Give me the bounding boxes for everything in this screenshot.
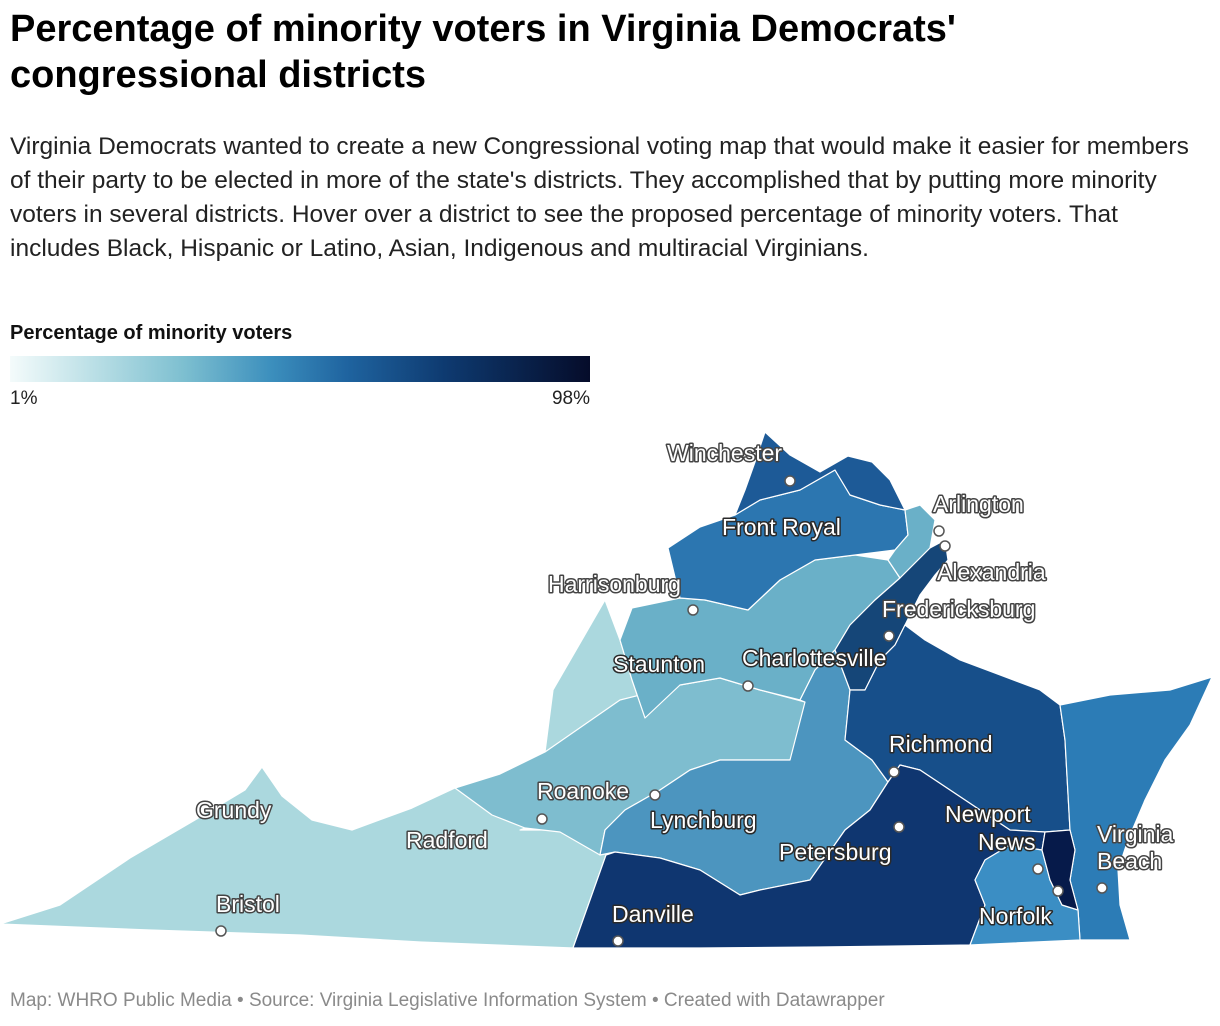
city-label-news: News — [978, 829, 1036, 855]
danville-marker — [612, 935, 624, 947]
arlington-marker — [933, 525, 945, 537]
city-label-winchester: Winchester — [667, 440, 782, 466]
chart-title: Percentage of minority voters in Virgini… — [10, 8, 956, 96]
legend-min-label: 1% — [10, 388, 38, 409]
city-label-roanoke: Roanoke — [537, 778, 629, 804]
city-label-radford: Radford — [406, 827, 488, 853]
city-label-virginia: Virginia — [1097, 821, 1173, 847]
city-label-front-royal: Front Royal — [722, 514, 841, 540]
virginia-district-map: Winchester Front Royal Arlington Alexand… — [0, 431, 1213, 949]
city-label-newport: Newport — [945, 801, 1031, 827]
chart-description: Virginia Democrats wanted to create a ne… — [10, 133, 1189, 262]
city-label-norfolk: Norfolk — [979, 903, 1052, 929]
legend-color-bar — [10, 356, 590, 382]
source-credit: Map: WHRO Public Media • Source: Virgini… — [10, 990, 885, 1011]
newport-news-marker — [1032, 863, 1044, 875]
bristol-marker — [215, 925, 227, 937]
city-label-richmond: Richmond — [889, 731, 993, 757]
legend-title: Percentage of minority voters — [10, 322, 293, 344]
legend-max-label: 98% — [551, 388, 590, 409]
winchester-marker — [784, 475, 796, 487]
city-label-alexandria: Alexandria — [937, 559, 1046, 585]
city-label-danville: Danville — [612, 901, 694, 927]
city-label-charlottesville: Charlottesville — [742, 645, 886, 671]
norfolk-marker — [1052, 885, 1064, 897]
city-label-beach: Beach — [1097, 848, 1162, 874]
city-label-grundy: Grundy — [196, 797, 272, 823]
district-eastern-shore[interactable] — [1059, 676, 1213, 941]
virginia-beach-marker — [1096, 882, 1108, 894]
city-label-staunton: Staunton — [613, 651, 705, 677]
city-label-lynchburg: Lynchburg — [650, 807, 757, 833]
city-label-bristol: Bristol — [216, 891, 280, 917]
fredericksburg-marker — [883, 630, 895, 642]
petersburg-marker — [893, 821, 905, 833]
city-label-petersburg: Petersburg — [779, 839, 892, 865]
city-label-harrisonburg: Harrisonburg — [548, 571, 681, 597]
alexandria-marker — [939, 540, 951, 552]
city-label-arlington: Arlington — [933, 491, 1024, 517]
harrisonburg-marker — [687, 604, 699, 616]
district-north[interactable] — [734, 431, 906, 516]
roanoke-marker — [649, 789, 661, 801]
city-label-fredericksburg: Fredericksburg — [882, 596, 1035, 622]
charlottesville-marker — [742, 680, 754, 692]
radford-marker — [536, 813, 548, 825]
richmond-marker — [888, 766, 900, 778]
